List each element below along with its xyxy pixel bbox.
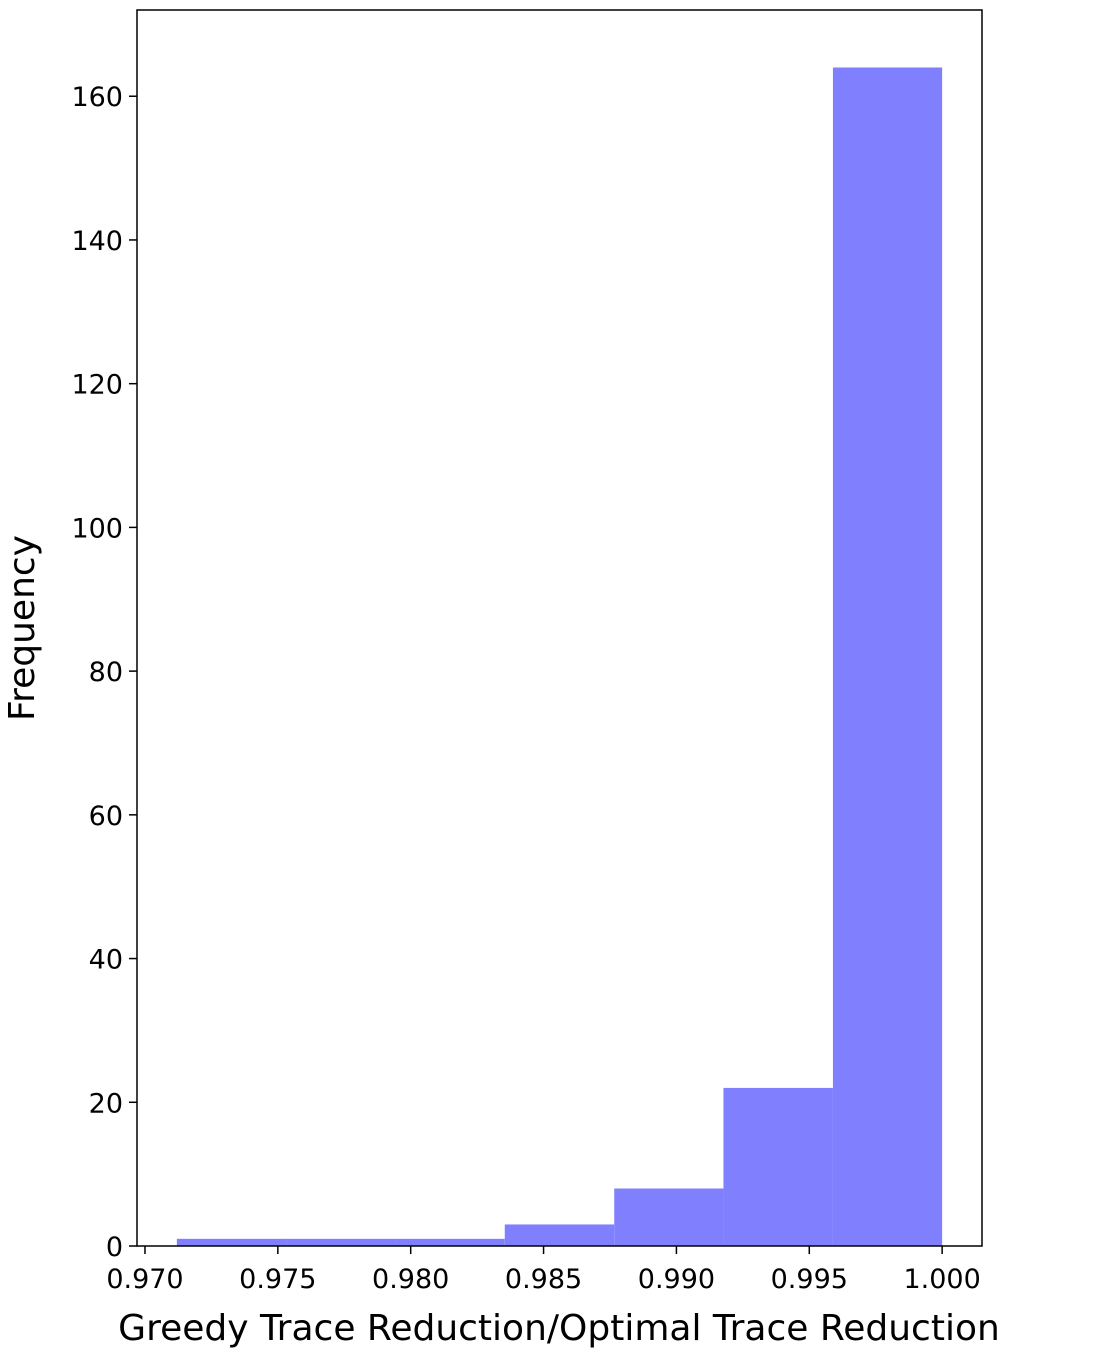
x-axis-label: Greedy Trace Reduction/Optimal Trace Red… xyxy=(118,1308,1000,1349)
y-tick-label: 100 xyxy=(71,513,123,544)
y-tick-label: 20 xyxy=(89,1088,123,1119)
x-tick-label: 0.975 xyxy=(239,1264,316,1295)
x-tick-label: 1.000 xyxy=(903,1264,980,1295)
y-tick-label: 120 xyxy=(71,370,123,401)
y-tick-label: 40 xyxy=(89,945,123,976)
x-tick-label: 0.990 xyxy=(638,1264,715,1295)
plot-frame xyxy=(136,9,983,1247)
bar xyxy=(286,1238,396,1246)
x-tick-label: 0.985 xyxy=(505,1264,582,1295)
bar xyxy=(395,1238,505,1246)
y-tick-label: 160 xyxy=(71,82,123,113)
y-tick-label: 80 xyxy=(89,657,123,688)
bar xyxy=(504,1224,615,1246)
x-tick-label: 0.995 xyxy=(771,1264,848,1295)
bar xyxy=(614,1188,724,1246)
bar xyxy=(176,1238,287,1246)
bar xyxy=(723,1087,833,1246)
y-tick-label: 140 xyxy=(71,226,123,257)
x-tick-label: 0.980 xyxy=(372,1264,449,1295)
y-tick-label: 60 xyxy=(89,801,123,832)
y-axis-label: Frequency xyxy=(2,535,43,721)
x-tick-label: 0.970 xyxy=(106,1264,183,1295)
bar xyxy=(832,67,943,1246)
y-tick-label: 0 xyxy=(106,1232,123,1263)
